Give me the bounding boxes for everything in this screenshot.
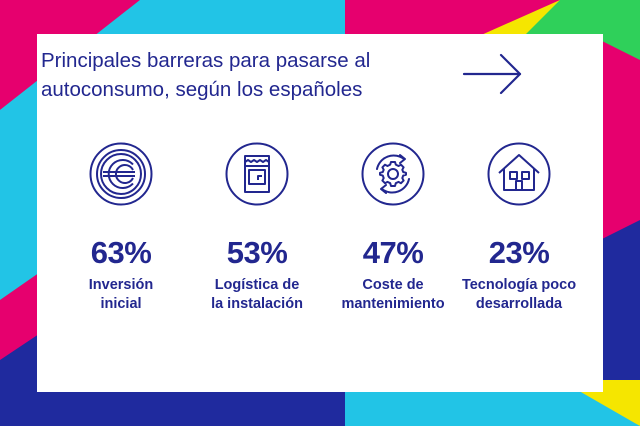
stat-label: Coste de mantenimiento: [328, 276, 458, 314]
stat-value: 53%: [226, 235, 288, 270]
stat-label-line: inicial: [100, 296, 142, 312]
headline-line: Principales barreras para pasarse al: [41, 49, 371, 72]
stat-label-line: Tecnología poco: [461, 277, 577, 293]
stat-value: 47%: [362, 235, 424, 270]
stat-label-line: Logística de: [214, 277, 300, 293]
arrow-right-icon[interactable]: [462, 52, 524, 96]
stat-label-line: Coste de: [362, 277, 424, 293]
stat-technology: 23% Tecnología poco desarrollada: [454, 142, 584, 314]
stat-value: 63%: [90, 235, 152, 270]
stat-maintenance: 47% Coste de mantenimiento: [328, 142, 458, 314]
headline-line: autoconsumo, según los españoles: [41, 78, 363, 101]
gear-cycle-icon: [361, 142, 425, 206]
stat-value: 23%: [488, 235, 550, 270]
stat-label: Inversión inicial: [56, 276, 186, 314]
stat-label-line: desarrollada: [475, 296, 563, 312]
stat-investment: 63% Inversión inicial: [56, 142, 186, 314]
house-icon: [487, 142, 551, 206]
euro-coin-icon: [89, 142, 153, 206]
info-card: [37, 34, 603, 392]
clipboard-blueprint-icon: [225, 142, 289, 206]
stat-label: Logística de la instalación: [192, 276, 322, 314]
stat-label-line: mantenimiento: [341, 296, 445, 312]
stat-logistics: 53% Logística de la instalación: [192, 142, 322, 314]
stat-label: Tecnología poco desarrollada: [454, 276, 584, 314]
stat-label-line: la instalación: [211, 296, 303, 312]
headline: Principales barreras para pasarse al aut…: [41, 46, 461, 104]
stat-label-line: Inversión: [88, 277, 154, 293]
